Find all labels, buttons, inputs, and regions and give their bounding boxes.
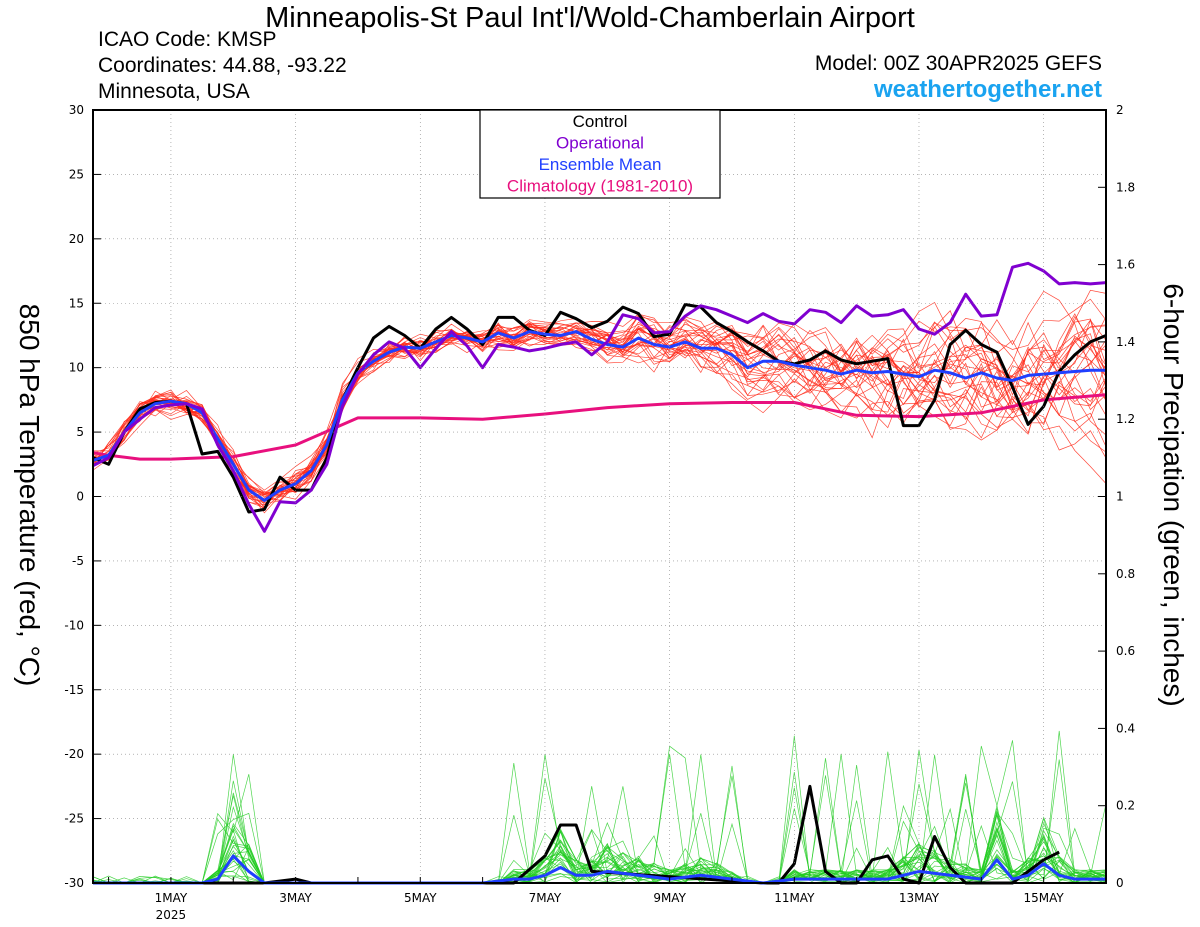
y-tick-label: 15 <box>69 296 84 310</box>
y2-tick-label: 0.8 <box>1116 567 1135 581</box>
y-tick-label: 20 <box>69 232 84 246</box>
temp-operational-line <box>92 261 1107 533</box>
legend-entry: Operational <box>556 134 644 153</box>
y-tick-label: 25 <box>69 167 84 181</box>
temp-member-line <box>92 302 1107 495</box>
y-tick-label: -10 <box>64 618 84 632</box>
model-run: Model: 00Z 30APR2025 GEFS <box>814 52 1102 75</box>
y2-tick-label: 1.8 <box>1116 180 1135 194</box>
y-tick-label: 30 <box>69 103 84 117</box>
x-tick-label: 9MAY <box>653 891 686 905</box>
x-tick-sublabel: 2025 <box>156 908 187 922</box>
x-tick-label: 5MAY <box>404 891 437 905</box>
precip-member-line <box>93 758 1107 884</box>
y-tick-label: -25 <box>64 812 84 826</box>
x-tick-label: 3MAY <box>279 891 312 905</box>
temp-member-line <box>92 324 1107 507</box>
y2-tick-label: 2 <box>1116 103 1124 117</box>
y-tick-label: -20 <box>64 747 84 761</box>
legend-entry: Climatology (1981-2010) <box>507 177 693 196</box>
coordinates: Coordinates: 44.88, -93.22 <box>98 54 347 77</box>
legend-entry: Ensemble Mean <box>539 155 662 174</box>
y2-tick-label: 0 <box>1116 876 1124 890</box>
temp-control-line <box>92 303 1107 514</box>
legend-entry: Control <box>573 112 628 131</box>
y2-tick-label: 0.2 <box>1116 799 1135 813</box>
y2-tick-label: 0.6 <box>1116 644 1135 658</box>
precip-member-line <box>93 753 1107 884</box>
temp-member-line <box>92 324 1107 494</box>
x-tick-label: 1MAY <box>155 891 188 905</box>
axes: 302520151050-5-10-15-20-25-3021.81.61.41… <box>64 103 1135 922</box>
x-tick-label: 13MAY <box>899 891 940 905</box>
x-tick-label: 11MAY <box>774 891 815 905</box>
y-tick-label: -30 <box>64 876 84 890</box>
temp-member-line <box>92 310 1107 491</box>
x-tick-label: 7MAY <box>529 891 562 905</box>
icao-code: ICAO Code: KMSP <box>98 28 277 51</box>
temp-member-line <box>92 324 1107 496</box>
y-tick-label: -5 <box>72 554 84 568</box>
temp-ensemble-mean-line <box>92 330 1106 502</box>
chart-title: Minneapolis-St Paul Int'l/Wold-Chamberla… <box>265 2 915 34</box>
ensemble-members <box>92 289 1107 884</box>
y2-tick-label: 1 <box>1116 490 1124 504</box>
y2-tick-label: 1.4 <box>1116 335 1135 349</box>
site-link[interactable]: weathertogether.net <box>873 76 1102 103</box>
grid <box>93 110 1106 883</box>
y-tick-label: 10 <box>69 361 84 375</box>
y2-tick-label: 1.2 <box>1116 412 1135 426</box>
legend: Control Operational Ensemble Mean Climatolo… <box>479 109 721 199</box>
temp-member-line <box>92 322 1107 497</box>
x-tick-label: 15MAY <box>1024 891 1065 905</box>
y-tick-label: 0 <box>76 490 84 504</box>
y-tick-label: 5 <box>76 425 84 439</box>
y2-tick-label: 1.6 <box>1116 258 1135 272</box>
y2-tick-label: 0.4 <box>1116 721 1135 735</box>
y-tick-label: -15 <box>64 683 84 697</box>
precip-member-line <box>92 835 1107 884</box>
state-label: Minnesota, USA <box>98 80 250 103</box>
temp-member-line <box>92 318 1107 497</box>
legend-box <box>479 109 721 199</box>
